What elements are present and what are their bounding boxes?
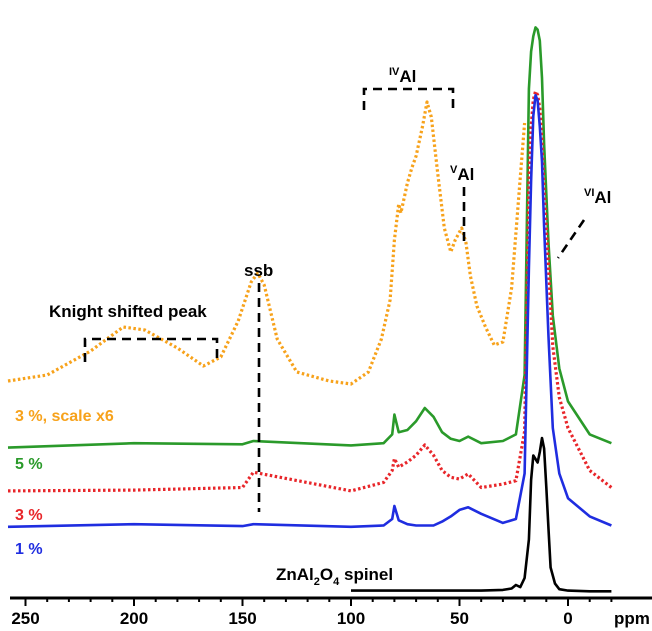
vi-marker [556,219,586,259]
iv-bracket [362,87,455,110]
vi-al-label: VIAl [584,187,611,207]
series-line-red [7,89,613,493]
label-red-series: 3 % [15,507,43,524]
series-layer [7,26,613,593]
ssb-label: ssb [244,261,273,280]
x-tick-label: 100 [337,609,365,628]
x-tick-label: 200 [120,609,148,628]
x-tick-label: 0 [563,609,572,628]
x-axis-label: ppm [614,609,650,628]
series-line-black [351,436,612,593]
label-blue-series: 1 % [15,541,43,558]
x-tick-label: 250 [11,609,39,628]
knight-peak-label: Knight shifted peak [49,302,207,321]
x-tick-label: 50 [450,609,469,628]
iv-al-label: IVAl [389,66,416,86]
v-al-label: VAl [450,164,474,184]
knight-bracket [83,337,219,362]
label-black-series: ZnAl2O4 spinel [276,565,393,588]
label-green-series: 5 % [15,456,43,473]
series-line-blue [7,93,612,529]
x-tick-label: 150 [228,609,256,628]
label-orange-series: 3 %, scale x6 [15,408,114,425]
series-line-green [7,26,612,449]
series-line-orange [7,100,527,386]
x-axis-ticks: 250 200 150 100 50 0 [11,598,613,628]
